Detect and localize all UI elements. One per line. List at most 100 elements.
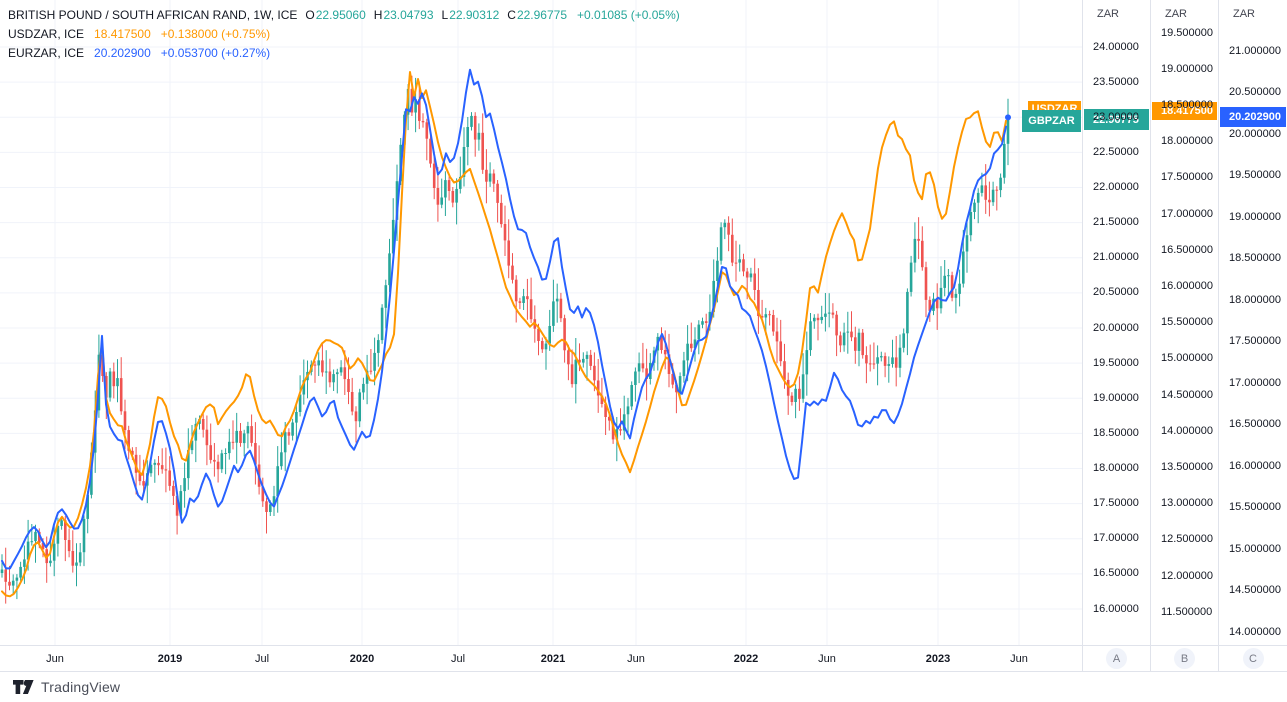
price-tick-label: 11.500000: [1161, 606, 1213, 618]
symbol-title: BRITISH POUND / SOUTH AFRICAN RAND, 1W, …: [8, 8, 298, 22]
open-label: O: [305, 8, 315, 22]
price-tick-label: 13.500000: [1161, 461, 1213, 473]
price-tick-label: 21.00000: [1093, 251, 1139, 263]
time-axis-label: 2021: [540, 652, 566, 665]
time-axis[interactable]: Jun 2019 Jul 2020 Jul 2021 Jun 2022 Jun 2023 Jun: [0, 645, 1082, 672]
scale-b-currency: ZAR: [1165, 8, 1187, 20]
open-value: 22.95060: [315, 8, 366, 22]
tradingview-wordmark[interactable]: TradingView: [41, 679, 121, 695]
price-tick-label: 17.00000: [1093, 532, 1139, 544]
eurzar-last-point-dot: [1005, 114, 1011, 121]
price-tick-label: 18.000000: [1161, 135, 1213, 147]
gbpzar-series-tag: GBPZAR: [1022, 110, 1081, 132]
usdzar-change: +0.138000 (+0.75%): [160, 27, 271, 41]
price-tick-label: 12.000000: [1161, 570, 1213, 582]
close-label: C: [507, 8, 516, 22]
price-tick-label: 17.000000: [1161, 208, 1213, 220]
price-tick-label: 15.000000: [1229, 543, 1281, 555]
price-tick-label: 14.500000: [1161, 389, 1213, 401]
change-value: +0.01085 (+0.05%): [577, 8, 680, 22]
price-tick-label: 16.500000: [1229, 418, 1281, 430]
price-tick-label: 16.000000: [1229, 460, 1281, 472]
price-tick-label: 18.500000: [1229, 252, 1281, 264]
price-tick-label: 18.00000: [1093, 462, 1139, 474]
price-tick-label: 21.000000: [1229, 45, 1281, 57]
price-tick-label: 17.000000: [1229, 377, 1281, 389]
time-axis-label: Jul: [450, 652, 466, 665]
gbpzar-candlestick-series[interactable]: [0, 75, 1010, 604]
price-chart-pane[interactable]: BRITISH POUND / SOUTH AFRICAN RAND, 1W, …: [0, 0, 1082, 645]
price-tick-label: 19.500000: [1161, 27, 1213, 39]
scale-b-button-cell: B: [1150, 645, 1218, 672]
time-axis-label: Jun: [46, 652, 64, 665]
price-tick-label: 19.00000: [1093, 392, 1139, 404]
price-tick-label: 24.00000: [1093, 41, 1139, 53]
footer: TradingView: [0, 672, 1287, 702]
time-axis-label: 2023: [925, 652, 951, 665]
price-tick-label: 19.000000: [1229, 211, 1281, 223]
price-tick-label: 13.000000: [1161, 497, 1213, 509]
eurzar-line-series[interactable]: [1, 68, 1007, 570]
legend-row-eurzar[interactable]: EURZAR, ICE 20.202900 +0.053700 (+0.27%): [8, 44, 680, 63]
symbol-title: USDZAR, ICE: [8, 27, 85, 41]
usdzar-price-label: 18.417500: [1152, 102, 1217, 120]
scale-c-currency: ZAR: [1233, 8, 1255, 20]
price-tick-label: 19.500000: [1229, 169, 1281, 181]
price-tick-label: 19.000000: [1161, 63, 1213, 75]
time-axis-label: Jul: [254, 652, 270, 665]
price-scale-a[interactable]: ZAR 22.96775 24.00000 23.50000 23.00000 22.…: [1082, 0, 1150, 645]
eurzar-price-label: 20.202900: [1220, 107, 1286, 127]
price-tick-label: 20.00000: [1093, 322, 1139, 334]
price-tick-label: 19.50000: [1093, 357, 1139, 369]
price-tick-label: 23.50000: [1093, 76, 1139, 88]
time-axis-label: 2022: [733, 652, 759, 665]
price-scale-c[interactable]: ZAR 20.202900 21.000000 20.500000 20.00000…: [1218, 0, 1287, 645]
price-tick-label: 21.50000: [1093, 216, 1139, 228]
usdzar-line-series[interactable]: [1, 71, 1007, 598]
price-tick-label: 14.000000: [1229, 626, 1281, 638]
legend-row-gbpzar[interactable]: BRITISH POUND / SOUTH AFRICAN RAND, 1W, …: [8, 6, 680, 25]
high-value: 23.04793: [383, 8, 434, 22]
gbpzar-price-label: 22.96775: [1084, 109, 1149, 130]
scale-b-toggle-button[interactable]: B: [1174, 648, 1195, 669]
time-axis-label: 2020: [349, 652, 375, 665]
price-tick-label: 15.500000: [1161, 316, 1213, 328]
price-tick-label: 22.50000: [1093, 146, 1139, 158]
high-label: H: [373, 8, 383, 22]
legend-row-usdzar[interactable]: USDZAR, ICE 18.417500 +0.138000 (+0.75%): [8, 25, 680, 44]
price-tick-label: 16.00000: [1093, 603, 1139, 615]
low-value: 22.90312: [449, 8, 500, 22]
price-tick-label: 14.500000: [1229, 584, 1281, 596]
time-axis-label: Jun: [1010, 652, 1028, 665]
price-tick-label: 18.000000: [1229, 294, 1281, 306]
tradingview-logo-icon[interactable]: [13, 679, 34, 695]
scale-a-toggle-button[interactable]: A: [1106, 648, 1127, 669]
symbol-title: EURZAR, ICE: [8, 46, 85, 60]
usdzar-value: 18.417500: [94, 27, 151, 41]
price-tick-label: 17.50000: [1093, 497, 1139, 509]
legend: BRITISH POUND / SOUTH AFRICAN RAND, 1W, …: [8, 6, 680, 63]
price-tick-label: 14.000000: [1161, 425, 1213, 437]
price-scale-b[interactable]: ZAR 18.417500 19.500000 19.000000 18.50000…: [1150, 0, 1218, 645]
time-axis-label: Jun: [627, 652, 645, 665]
low-label: L: [441, 8, 449, 22]
price-tick-label: 15.000000: [1161, 352, 1213, 364]
eurzar-value: 20.202900: [94, 46, 151, 60]
price-tick-label: 17.500000: [1229, 335, 1281, 347]
time-axis-label: 2019: [157, 652, 183, 665]
scale-a-button-cell: A: [1082, 645, 1150, 672]
price-tick-label: 16.000000: [1161, 280, 1213, 292]
price-tick-label: 20.000000: [1229, 128, 1281, 140]
price-tick-label: 18.500000: [1161, 99, 1213, 111]
scale-c-button-cell: C: [1218, 645, 1287, 672]
price-tick-label: 20.500000: [1229, 86, 1281, 98]
price-tick-label: 22.00000: [1093, 181, 1139, 193]
price-tick-label: 12.500000: [1161, 533, 1213, 545]
scale-a-currency: ZAR: [1097, 8, 1119, 20]
chart-canvas: [0, 0, 1082, 645]
price-tick-label: 15.500000: [1229, 501, 1281, 513]
price-tick-label: 17.500000: [1161, 171, 1213, 183]
scale-c-toggle-button[interactable]: C: [1242, 648, 1264, 669]
time-axis-label: Jun: [818, 652, 836, 665]
